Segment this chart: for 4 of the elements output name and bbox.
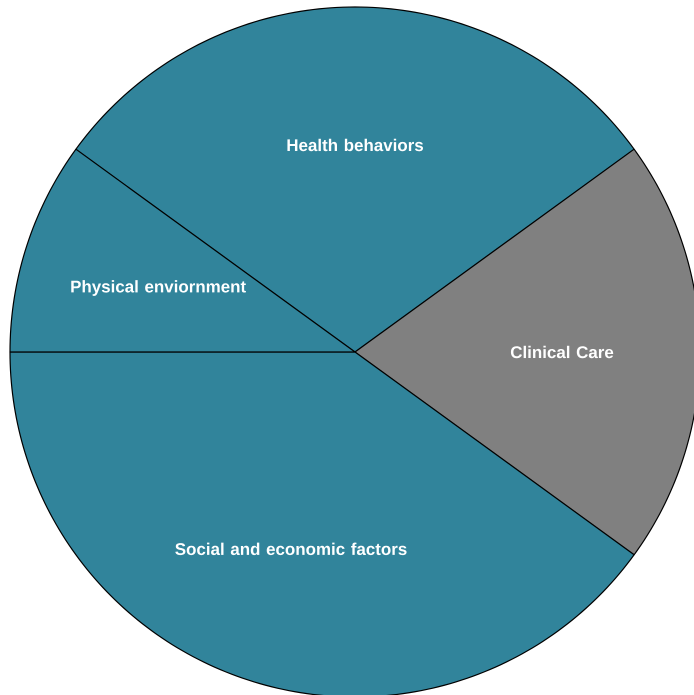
slice-label: Social and economic factors bbox=[175, 542, 407, 556]
slice-label: Clinical Care bbox=[510, 346, 614, 358]
slice-label: Physical enviornment bbox=[71, 280, 246, 296]
slice-label: Health behaviors bbox=[287, 138, 424, 152]
